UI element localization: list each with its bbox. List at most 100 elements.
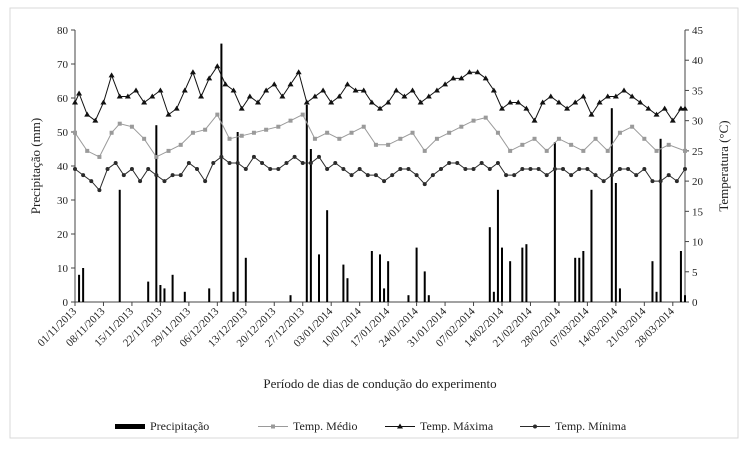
- temp-maxima-point: [255, 99, 261, 105]
- precipitacao-bar: [289, 295, 292, 302]
- temp-maxima-point: [287, 81, 294, 87]
- temp-medio-point: [215, 112, 220, 117]
- precipitacao-bar: [118, 189, 121, 302]
- temp-minima-point: [121, 173, 126, 178]
- temp-minima-point: [422, 182, 427, 187]
- y-tick-label-left: 10: [57, 263, 69, 275]
- temp-minima-point: [81, 173, 86, 178]
- temp-maxima-point: [661, 105, 668, 111]
- temp-maxima-point: [466, 69, 473, 75]
- temp-medio-point: [264, 127, 269, 132]
- temp-minima-point: [146, 167, 151, 172]
- temp-minima-point: [398, 167, 403, 172]
- temp-maxima-point: [198, 93, 205, 99]
- temp-maxima-series: [72, 63, 688, 123]
- y-tick-label-right: 40: [692, 55, 704, 67]
- temp-maxima-point: [328, 99, 335, 105]
- temp-maxima-point: [189, 69, 196, 75]
- temp-medio-point: [373, 142, 378, 147]
- temp-maxima-point: [433, 87, 440, 93]
- temp-minima-point: [308, 160, 313, 165]
- temp-medio-point: [532, 136, 537, 141]
- temp-medio-point: [434, 136, 439, 141]
- temp-medio-point: [569, 142, 574, 147]
- temp-medio-point: [251, 130, 256, 135]
- temp-medio-point: [73, 130, 77, 135]
- temp-medio-point: [142, 136, 147, 141]
- temp-maxima-point: [458, 75, 465, 81]
- y-tick-label-left: 60: [57, 93, 69, 105]
- precipitacao-bar: [370, 251, 373, 302]
- temp-maxima-point: [263, 87, 270, 93]
- temp-medio-point: [544, 148, 549, 153]
- precipitacao-bar: [379, 254, 381, 302]
- temp-minima-point: [585, 167, 590, 172]
- temp-maxima-point: [637, 99, 644, 105]
- y-tick-label-right: 5: [692, 267, 698, 279]
- precipitacao-bar: [492, 291, 495, 302]
- temp-minima-point: [373, 173, 378, 178]
- temp-medio-point: [325, 130, 330, 135]
- temp-minima-point: [447, 160, 452, 165]
- precipitacao-bar: [387, 261, 390, 302]
- y-tick-label-right: 20: [692, 176, 704, 188]
- temp-minima-point: [552, 167, 557, 172]
- temp-medio-legend-label: Temp. Médio: [293, 419, 357, 433]
- temp-medio-point: [654, 148, 659, 153]
- temp-maxima-point: [271, 81, 278, 87]
- temp-minima-point: [325, 167, 330, 172]
- temp-minima-point: [487, 167, 492, 172]
- precipitacao-bar: [553, 142, 556, 302]
- temp-maxima-point: [482, 75, 489, 81]
- temp-minima-point: [268, 167, 273, 172]
- temp-minima-series: [73, 154, 687, 193]
- y-tick-label-left: 0: [63, 297, 69, 309]
- temp-medio-point: [422, 148, 427, 153]
- precipitacao-bar: [618, 288, 621, 302]
- temp-maxima-point: [450, 75, 457, 81]
- precipitacao-bar: [171, 274, 174, 302]
- temp-maxima-point: [222, 81, 229, 87]
- temp-medio-point: [166, 148, 171, 153]
- temp-medio-point: [683, 148, 687, 153]
- temp-minima-legend-marker: [533, 424, 537, 429]
- temp-minima-point: [674, 179, 679, 184]
- temp-maxima-point: [547, 93, 554, 99]
- temp-minima-legend-label: Temp. Mínima: [555, 419, 627, 433]
- temp-minima-point: [243, 167, 248, 172]
- temp-minima-point: [430, 173, 435, 178]
- temp-medio-point: [642, 136, 647, 141]
- temp-minima-point: [561, 167, 565, 172]
- temp-maxima-point: [507, 99, 514, 105]
- temp-minima-point: [471, 167, 476, 172]
- temp-maxima-point: [311, 93, 318, 99]
- temp-medio-point: [593, 136, 598, 141]
- y-tick-label-left: 40: [57, 161, 69, 173]
- temp-medio-point: [337, 136, 342, 141]
- temp-maxima-point: [230, 87, 237, 93]
- temp-medio-point: [617, 130, 622, 135]
- temp-minima-point: [89, 179, 94, 184]
- temp-medio-point: [227, 136, 232, 141]
- temp-maxima-legend-marker: [397, 423, 403, 429]
- temp-minima-point: [479, 160, 484, 165]
- temp-minima-point: [333, 160, 338, 165]
- precipitacao-bar: [183, 291, 186, 302]
- precipitacao-bar: [82, 268, 85, 302]
- temp-minima-point: [626, 167, 631, 172]
- temp-medio-point: [349, 130, 354, 135]
- temp-minima-point: [390, 173, 395, 178]
- precipitacao-bar: [614, 183, 617, 302]
- temp-medio-point: [605, 148, 610, 153]
- temp-minima-point: [235, 160, 240, 165]
- temp-maxima-point: [442, 81, 449, 87]
- temp-minima-point: [504, 173, 509, 178]
- precipitacao-bar: [163, 288, 166, 302]
- precipitacao-bar: [309, 149, 312, 302]
- temp-maxima-point: [531, 117, 538, 123]
- precipitacao-bar: [659, 138, 662, 302]
- temp-medio-point: [117, 121, 122, 126]
- temp-medio-point: [276, 124, 281, 129]
- temp-maxima-point: [108, 72, 115, 78]
- temp-minima-point: [414, 173, 419, 178]
